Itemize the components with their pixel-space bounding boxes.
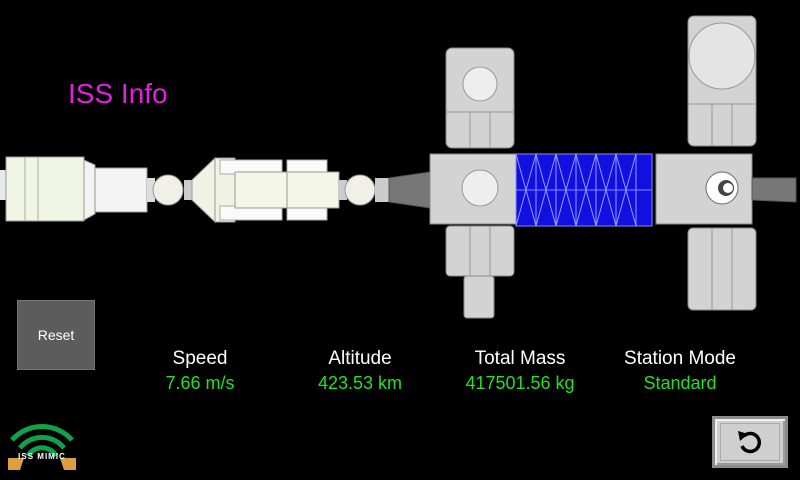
logo-text: ISS MIMIC <box>18 452 66 461</box>
stat-value: Standard <box>643 373 717 393</box>
stat-value: 417501.56 kg <box>465 373 575 393</box>
reset-button[interactable]: Reset <box>17 300 95 370</box>
stat-value: 423.53 km <box>317 373 403 393</box>
stat-label: Station Mode <box>624 348 736 369</box>
stat-value: 7.66 m/s <box>165 373 235 393</box>
stat-label: Total Mass <box>474 348 566 369</box>
wifi-signal-icon <box>8 424 76 470</box>
stat-speed: Speed 7.66 m/s <box>120 348 280 396</box>
back-button[interactable] <box>712 416 788 468</box>
stat-altitude: Altitude 423.53 km <box>280 348 440 396</box>
stat-label: Altitude <box>328 348 392 369</box>
stat-station-mode: Station Mode Standard <box>600 348 760 396</box>
us-segment <box>655 15 797 311</box>
docked-vehicle <box>0 156 389 224</box>
undo-arrow-icon <box>738 431 761 454</box>
stat-total-mass: Total Mass 417501.56 kg <box>440 348 600 396</box>
russian-segment <box>429 47 517 319</box>
iss-station-diagram <box>0 15 797 319</box>
stat-label: Speed <box>172 348 228 369</box>
page-title: ISS Info <box>68 78 168 109</box>
solar-array <box>515 153 653 227</box>
